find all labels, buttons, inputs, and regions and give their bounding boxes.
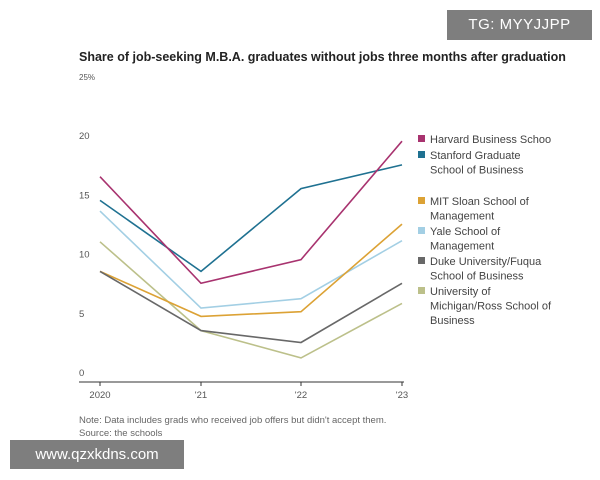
y-tick-label: 15 [79, 190, 90, 201]
y-tick-label: 20 [79, 131, 90, 142]
legend-label: Management [430, 211, 494, 223]
legend-label: School of Business [430, 165, 524, 177]
x-tick-label: '21 [195, 390, 207, 401]
chart-title: Share of job-seeking M.B.A. graduates wi… [79, 50, 566, 64]
series-line-2 [99, 164, 403, 273]
y-tick-label: 25% [79, 73, 95, 82]
x-tick-label: 2020 [89, 390, 110, 401]
y-tick-label: 10 [79, 250, 90, 261]
watermark-bottom: www.qzxkdns.com [10, 440, 184, 469]
legend-swatch [418, 135, 425, 142]
legend-swatch [418, 287, 425, 294]
legend-swatch [418, 257, 425, 264]
legend-label: Management [430, 241, 494, 253]
x-tick-label: '22 [295, 390, 307, 401]
y-tick-label: 0 [79, 368, 84, 379]
legend-label: School of Business [430, 271, 524, 283]
series-line-3 [99, 223, 403, 318]
legend-label: MIT Sloan School of [430, 196, 530, 208]
legend-label: University of [430, 286, 491, 298]
legend-label: Business [430, 315, 475, 327]
series-line-1 [99, 140, 403, 285]
series-line-4 [99, 210, 403, 309]
x-tick-label: '23 [396, 390, 408, 401]
watermark-top: TG: MYYJJPP [447, 10, 592, 40]
axes: 2020 '21 '22 '23 25% 20 15 10 5 0 [79, 73, 408, 401]
legend-label: Michigan/Ross School of [430, 301, 552, 313]
series-line-5 [99, 270, 403, 344]
legend-label: Duke University/Fuqua [430, 256, 542, 268]
legend-label: Stanford Graduate [430, 150, 521, 162]
legend-swatch [418, 227, 425, 234]
legend-swatch [418, 197, 425, 204]
series-line-6 [99, 241, 403, 359]
legend-label: Harvard Business Schoo [430, 134, 551, 146]
legend-swatch [418, 151, 425, 158]
y-tick-label: 5 [79, 309, 84, 320]
chart-note: Note: Data includes grads who received j… [79, 415, 386, 426]
series-lines [99, 140, 403, 359]
legend: Harvard Business Schoo Stanford Graduate S… [418, 134, 552, 327]
legend-label: Yale School of [430, 226, 501, 238]
chart-source: Source: the schools [79, 428, 163, 439]
